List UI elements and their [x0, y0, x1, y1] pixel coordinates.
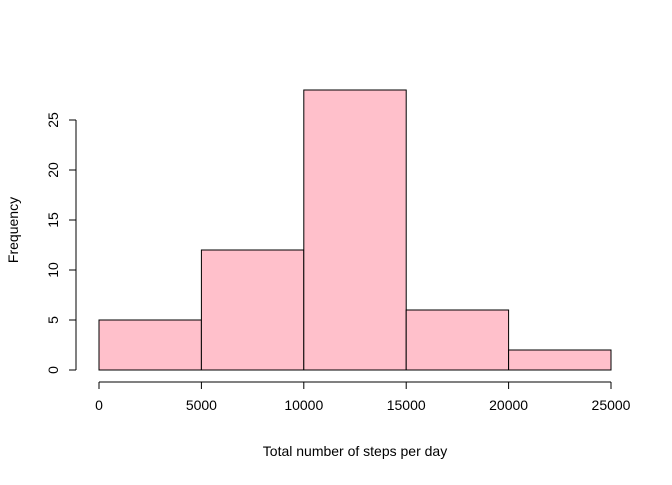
x-tick-label-3: 15000 — [387, 397, 426, 413]
x-axis-label: Total number of steps per day — [263, 443, 447, 459]
x-tick-label-5: 25000 — [592, 397, 631, 413]
histogram-bar-1 — [200, 249, 305, 371]
y-axis: 0 5 10 15 20 25 — [45, 112, 77, 374]
y-tick-label-4: 20 — [45, 162, 61, 178]
histogram-bar-0 — [98, 319, 202, 371]
x-axis: 0 5000 10000 15000 20000 25000 — [95, 381, 631, 413]
y-tick-label-3: 15 — [45, 212, 61, 228]
y-tick-label-2: 10 — [45, 262, 61, 278]
y-tick-label-5: 25 — [45, 112, 61, 128]
x-tick-label-2: 10000 — [284, 397, 323, 413]
bars-group — [98, 89, 612, 371]
y-tick-label-0: 0 — [45, 366, 61, 374]
x-tick-label-4: 20000 — [489, 397, 528, 413]
histogram-bar-4 — [508, 349, 612, 371]
y-axis-label: Frequency — [5, 197, 21, 263]
y-tick-label-1: 5 — [45, 316, 61, 324]
x-tick-label-0: 0 — [95, 397, 103, 413]
x-tick-label-1: 5000 — [186, 397, 217, 413]
histogram-bar-2 — [303, 89, 407, 371]
histogram-bar-3 — [405, 309, 510, 371]
